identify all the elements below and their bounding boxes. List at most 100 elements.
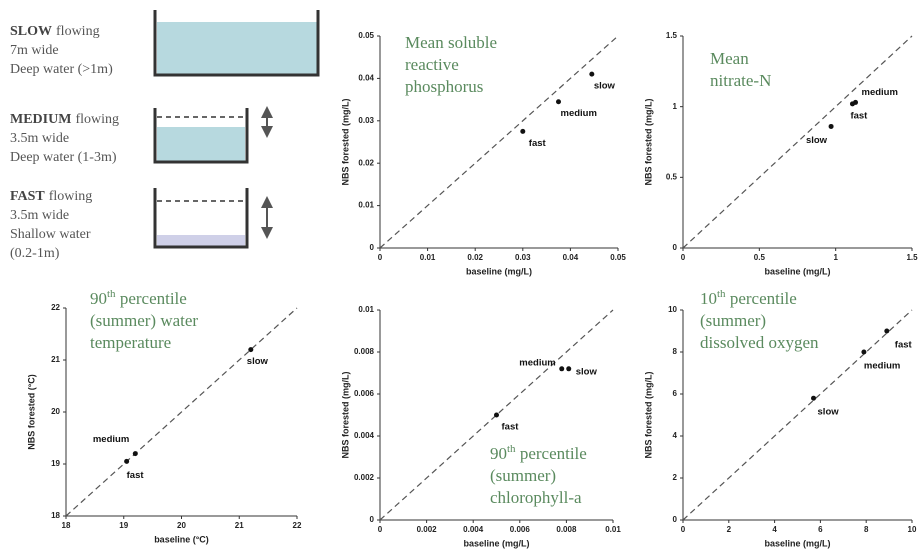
y-tick-label: 8 xyxy=(673,347,678,356)
x-tick-label: 6 xyxy=(818,525,823,534)
x-tick-label: 18 xyxy=(62,521,71,530)
y-tick-label: 0.008 xyxy=(354,347,375,356)
y-tick-label: 0 xyxy=(673,515,678,524)
chart-title: reactive xyxy=(405,55,459,74)
x-tick-label: 0 xyxy=(378,253,383,262)
one-to-one-line xyxy=(682,35,913,249)
x-tick-label: 0.008 xyxy=(556,525,577,534)
x-tick-label: 0.01 xyxy=(605,525,621,534)
y-tick-label: 19 xyxy=(51,459,60,468)
tank-diagram xyxy=(153,10,320,249)
point xyxy=(849,101,855,107)
one-to-one-line xyxy=(379,309,614,521)
y-tick-label: 0 xyxy=(370,243,375,252)
point-label: slow xyxy=(806,135,828,146)
x-tick-label: 1 xyxy=(833,253,838,262)
water xyxy=(157,22,317,75)
point-label: fast xyxy=(850,110,868,121)
scenario-line: 3.5m wide xyxy=(10,208,69,223)
tank xyxy=(153,10,320,77)
scenario-line: Shallow water xyxy=(10,227,91,242)
y-axis-label: NBS forested (mg/L) xyxy=(340,98,350,185)
point xyxy=(124,458,130,464)
x-tick-label: 0.004 xyxy=(463,525,484,534)
chart-title: 10th percentile xyxy=(700,288,797,308)
point xyxy=(566,366,572,372)
chart: 0 0.002 0.004 0.006 0.008 0.01 0 0.002 0.004 0.00… xyxy=(340,305,621,548)
point xyxy=(811,395,817,401)
chart: 0 0.5 1 1.5 0 0.5 1 1.5 baseline (mg/L) NBS fores… xyxy=(643,31,918,276)
water xyxy=(157,235,245,247)
y-tick-label: 0.004 xyxy=(354,431,375,440)
one-to-one-line xyxy=(682,309,913,521)
point-label: medium xyxy=(93,434,129,445)
one-to-one-line xyxy=(65,307,298,517)
scenario-line: (0.2-1m) xyxy=(10,246,60,261)
point-label: slow xyxy=(818,407,840,418)
y-tick-label: 0.03 xyxy=(358,116,374,125)
point-label: medium xyxy=(561,108,597,119)
chart-title: Mean soluble xyxy=(405,33,497,52)
x-axis-label: baseline (mg/L) xyxy=(764,538,830,548)
x-axis-label: baseline (°C) xyxy=(154,534,209,544)
x-axis-label: baseline (mg/L) xyxy=(466,266,532,276)
x-axis-label: baseline (mg/L) xyxy=(463,538,529,548)
y-tick-label: 21 xyxy=(51,355,60,364)
point xyxy=(861,349,867,355)
point-label: fast xyxy=(502,422,520,433)
point xyxy=(559,366,565,372)
y-tick-label: 0.05 xyxy=(358,31,374,40)
chart-title: phosphorus xyxy=(405,77,483,96)
x-tick-label: 0 xyxy=(681,253,686,262)
y-tick-label: 0.5 xyxy=(666,172,678,181)
y-axis-label: NBS forested (mg/L) xyxy=(643,98,653,185)
x-tick-label: 22 xyxy=(293,521,302,530)
chart-title: (summer) xyxy=(490,466,556,485)
point-label: medium xyxy=(519,357,555,368)
point xyxy=(589,71,595,77)
point xyxy=(248,347,254,353)
y-tick-label: 0.01 xyxy=(358,305,374,314)
x-tick-label: 0 xyxy=(378,525,383,534)
scenario-line: Deep water (>1m) xyxy=(10,62,113,77)
point-label: slow xyxy=(247,356,269,367)
y-tick-label: 1.5 xyxy=(666,31,678,40)
y-tick-label: 20 xyxy=(51,407,60,416)
scenario-line: 3.5m wide xyxy=(10,131,69,146)
scenario-heading: SLOW flowing xyxy=(10,24,100,39)
chart-title: dissolved oxygen xyxy=(700,333,819,352)
x-tick-label: 0.02 xyxy=(467,253,483,262)
scenario-heading: FAST flowing xyxy=(10,189,92,204)
point-label: fast xyxy=(529,138,547,149)
x-tick-label: 2 xyxy=(727,525,732,534)
chart: 0 0.01 0.02 0.03 0.04 0.05 0 0.01 0.02 0.03 0.04 0.… xyxy=(340,31,626,276)
y-tick-label: 1 xyxy=(673,102,678,111)
x-tick-label: 4 xyxy=(772,525,777,534)
scenario-line: Deep water (1-3m) xyxy=(10,150,117,165)
y-tick-label: 0.04 xyxy=(358,74,374,83)
x-tick-label: 0.5 xyxy=(754,253,766,262)
point xyxy=(884,328,890,334)
x-tick-label: 20 xyxy=(177,521,186,530)
point xyxy=(828,123,834,129)
x-tick-label: 8 xyxy=(864,525,869,534)
scenario-heading: MEDIUM flowing xyxy=(10,112,119,127)
x-axis-label: baseline (mg/L) xyxy=(764,266,830,276)
y-tick-label: 10 xyxy=(668,305,677,314)
x-tick-label: 0.04 xyxy=(563,253,579,262)
y-axis-label: NBS forested (mg/L) xyxy=(643,371,653,458)
y-tick-label: 22 xyxy=(51,303,60,312)
scenario-line: 7m wide xyxy=(10,43,59,58)
point xyxy=(520,128,526,134)
chart: 0 2 4 6 8 10 0 2 4 6 8 10 baseline (mg/L) NBS foreste… xyxy=(643,288,917,549)
y-tick-label: 0.002 xyxy=(354,473,375,482)
point-label: medium xyxy=(864,361,900,372)
x-tick-label: 10 xyxy=(908,525,917,534)
y-tick-label: 0.01 xyxy=(358,201,374,210)
x-tick-label: 0.006 xyxy=(510,525,531,534)
point-label: slow xyxy=(594,81,616,92)
chart-title: (summer) water xyxy=(90,311,198,330)
y-axis-label: NBS forested (°C) xyxy=(26,374,36,450)
tank xyxy=(153,108,249,164)
